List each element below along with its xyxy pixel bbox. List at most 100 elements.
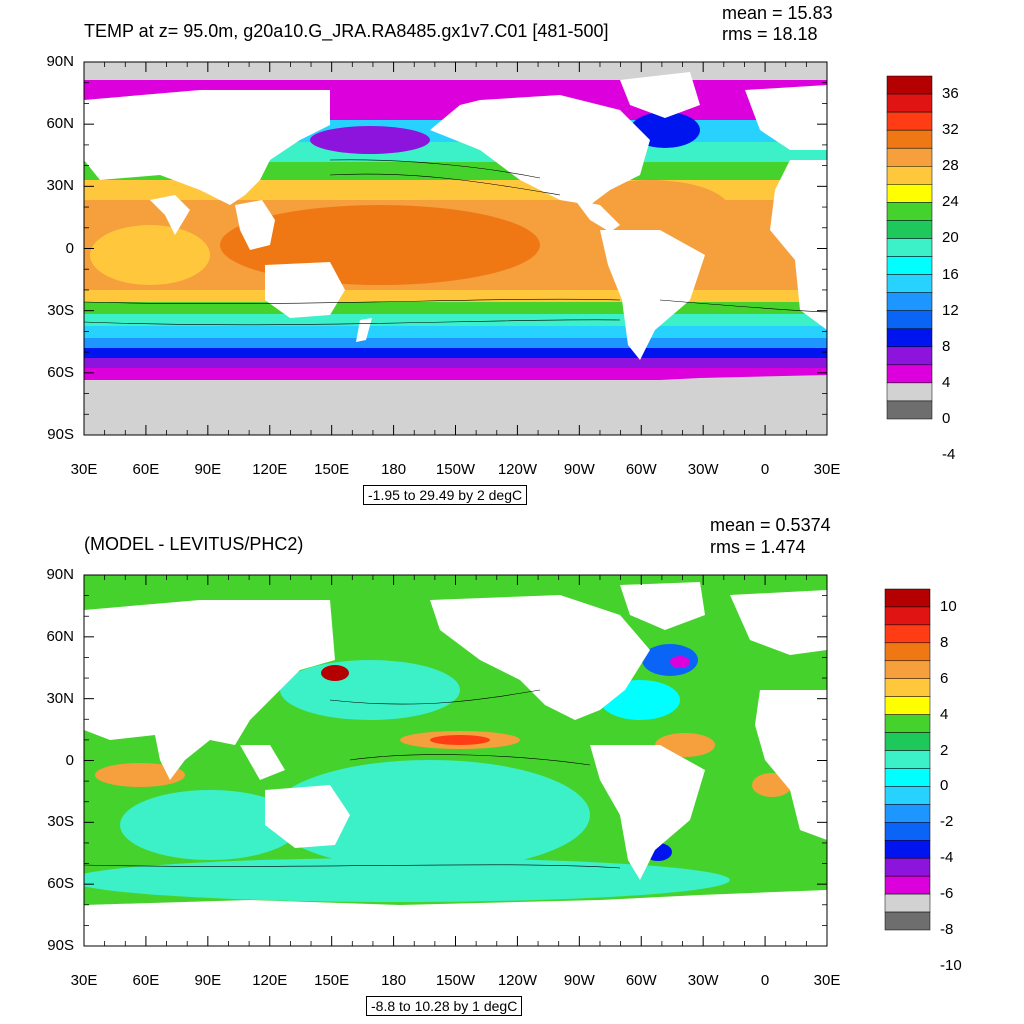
colorbar-swatch	[886, 310, 933, 329]
colorbar-swatch	[886, 93, 933, 113]
colorbar-swatch	[886, 75, 933, 95]
colorbar-swatch	[886, 274, 933, 293]
top-contour-2	[84, 298, 621, 305]
bottom-land-india	[155, 735, 185, 780]
colorbar-swatch	[886, 202, 933, 221]
x-tick-label: 120W	[497, 972, 537, 989]
y-tick-label: 60N	[46, 115, 74, 133]
x-tick-label: 150W	[435, 972, 476, 989]
colorbar-swatch	[884, 840, 931, 859]
top-axis-ticks	[83, 61, 828, 436]
y-tick-label: 30N	[46, 689, 74, 707]
top-land-antarctica	[84, 375, 827, 435]
colorbar-swatch	[884, 606, 931, 626]
top-land-australia	[265, 262, 345, 318]
bottom-colorbar	[884, 588, 931, 931]
x-tick-label: 30E	[813, 972, 841, 989]
bottom-contour-3	[329, 689, 541, 705]
y-tick-label: 0	[65, 751, 74, 769]
colorbar-swatch	[884, 786, 931, 805]
colorbar-label: 12	[942, 301, 959, 319]
bottom-gulf-stream-purple	[670, 656, 690, 668]
bottom-land-se-asia	[240, 745, 285, 780]
y-tick-label: 60N	[46, 627, 74, 645]
bottom-pacific-cyan-north	[280, 660, 460, 720]
top-land-africa-west	[770, 160, 827, 330]
colorbar-label: 28	[942, 157, 959, 175]
y-tick-label: 60S	[47, 363, 74, 381]
bottom-gulf-stream-blue	[642, 644, 698, 676]
bottom-land-africa	[755, 690, 827, 840]
colorbar-label: 36	[942, 85, 959, 103]
bottom-indian-cyan	[120, 790, 300, 860]
y-tick-label: 90N	[46, 53, 74, 70]
colorbar-label: 20	[942, 229, 959, 247]
colorbar-label: 4	[942, 373, 951, 391]
x-tick-label: 0	[760, 461, 770, 478]
colorbar-label: -4	[940, 849, 954, 867]
colorbar-label: -10	[940, 956, 962, 974]
y-tick-label: 60S	[47, 875, 74, 893]
colorbar-swatch	[884, 911, 931, 931]
top-band-south-polar	[84, 358, 827, 368]
top-land-eurasia-north	[200, 90, 330, 130]
x-tick-label: 120E	[252, 461, 288, 478]
top-contour-3	[329, 173, 561, 196]
top-panel-title: TEMP at z= 95.0m, g20a10.G_JRA.RA8485.gx…	[84, 21, 609, 41]
colorbar-swatch	[884, 750, 931, 769]
top-contour-1	[84, 319, 621, 326]
colorbar-label: 24	[942, 193, 959, 211]
colorbar-label: 32	[942, 121, 959, 139]
bottom-land-europe	[730, 590, 827, 655]
colorbar-swatch	[886, 364, 933, 384]
x-tick-label: 180	[381, 461, 407, 478]
colorbar-swatch	[886, 328, 933, 348]
top-land-india	[150, 195, 190, 235]
colorbar-swatch	[886, 184, 933, 203]
y-tick-label: 30S	[47, 301, 74, 319]
bottom-kuroshio-red	[321, 665, 349, 681]
colorbar-swatch	[886, 111, 933, 131]
colorbar-swatch	[886, 166, 933, 185]
y-tick-label: 90N	[46, 566, 74, 583]
x-tick-label: 30E	[813, 461, 841, 478]
colorbar-label: 16	[942, 265, 959, 283]
top-band-south-colder	[84, 348, 827, 358]
top-land-greenland	[620, 72, 700, 118]
colorbar-label: -8	[940, 921, 954, 938]
x-tick-label: 90W	[563, 461, 595, 478]
bottom-contour-2	[84, 864, 621, 869]
top-land-se-asia	[235, 200, 275, 250]
y-tick-label: 0	[65, 239, 74, 257]
top-rms-value: rms = 18.18	[722, 24, 818, 44]
top-contour-info: -1.95 to 29.49 by 2 degC	[363, 485, 528, 505]
x-tick-label: 30W	[687, 461, 719, 478]
colorbar-swatch	[886, 220, 933, 239]
colorbar-swatch	[884, 857, 931, 877]
x-tick-label: 60W	[625, 972, 657, 989]
top-land-central-america	[575, 200, 620, 232]
colorbar-swatch	[884, 875, 931, 895]
colorbar-label: -2	[940, 813, 954, 831]
colorbar-swatch	[884, 822, 931, 841]
bottom-indian-orange	[95, 763, 185, 787]
x-tick-label: 60E	[132, 461, 160, 478]
x-tick-label: 60E	[132, 972, 160, 989]
x-tick-label: 60W	[625, 461, 657, 478]
bottom-mean-value: mean = 0.5374	[710, 515, 831, 535]
bottom-land-greenland	[620, 582, 705, 630]
bottom-panel-title: (MODEL - LEVITUS/PHC2)	[84, 534, 304, 554]
x-tick-label: 150E	[314, 972, 350, 989]
colorbar-swatch	[886, 292, 933, 311]
top-contour-5	[659, 299, 827, 313]
x-tick-label: 120E	[252, 972, 288, 989]
colorbar-label: 4	[940, 705, 949, 723]
top-land-south-america	[600, 230, 705, 360]
colorbar-label: 2	[940, 741, 949, 759]
colorbar-swatch	[886, 238, 933, 257]
colorbar-swatch	[884, 678, 931, 697]
colorbar-swatch	[886, 382, 933, 402]
top-indian-warm	[90, 225, 210, 285]
colorbar-label: 8	[940, 633, 949, 651]
